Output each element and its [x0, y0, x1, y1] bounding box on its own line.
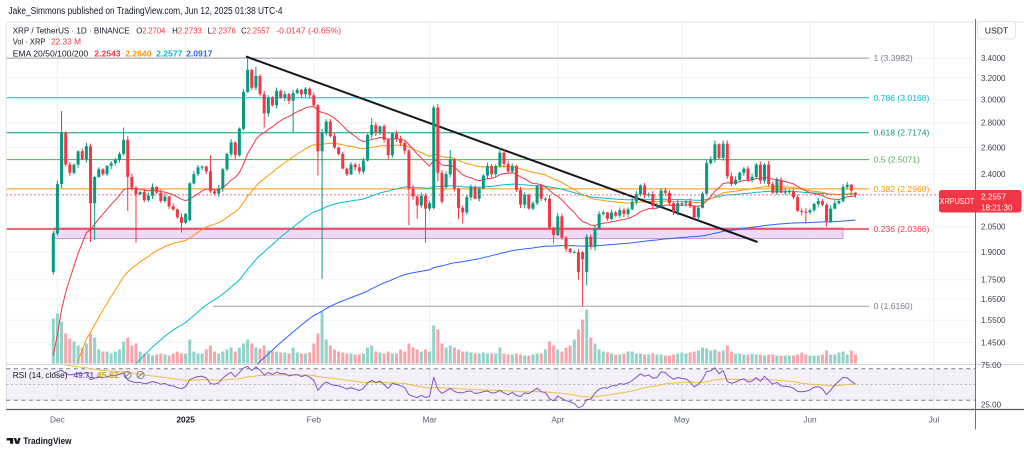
svg-text:XRP / TetherUS · 1D · BINANCE: XRP / TetherUS · 1D · BINANCE: [13, 25, 130, 35]
svg-text:2.0917: 2.0917: [186, 49, 213, 59]
svg-text:45.62: 45.62: [97, 370, 120, 380]
svg-text:Mar: Mar: [422, 415, 437, 425]
svg-text:O2.2704: O2.2704: [136, 25, 165, 35]
svg-text:0.236 (2.0366): 0.236 (2.0366): [874, 224, 930, 234]
svg-text:May: May: [674, 415, 691, 425]
svg-text:RSI (14, close): RSI (14, close): [13, 370, 68, 380]
svg-text:1.7500: 1.7500: [981, 276, 1006, 285]
svg-text:3.0000: 3.0000: [981, 96, 1006, 105]
svg-text:3.2000: 3.2000: [981, 74, 1006, 83]
svg-text:2025: 2025: [176, 415, 195, 425]
svg-text:1.6500: 1.6500: [981, 295, 1006, 304]
svg-text:XRPUSDT: XRPUSDT: [940, 196, 975, 206]
svg-text:Jun: Jun: [803, 415, 817, 425]
svg-text:22.33 M: 22.33 M: [51, 37, 81, 47]
svg-text:1.9000: 1.9000: [981, 248, 1006, 257]
svg-text:2.2543: 2.2543: [94, 49, 121, 59]
svg-text:EMA 20/50/100/200: EMA 20/50/100/200: [13, 49, 89, 59]
svg-text:2.0500: 2.0500: [981, 223, 1006, 232]
svg-text:0.618 (2.7174): 0.618 (2.7174): [874, 128, 930, 138]
svg-text:H2.2733: H2.2733: [172, 25, 202, 35]
svg-text:Jake_Simmons published on Trad: Jake_Simmons published on TradingView.co…: [9, 6, 283, 17]
svg-text:75.00: 75.00: [981, 361, 1002, 370]
svg-text:Vol · XRP: Vol · XRP: [13, 37, 46, 47]
svg-text:1.4500: 1.4500: [981, 338, 1006, 347]
svg-text:2.2640: 2.2640: [125, 49, 152, 59]
svg-text:2.8000: 2.8000: [981, 119, 1006, 128]
svg-text:0.382 (2.2968): 0.382 (2.2968): [874, 184, 930, 194]
svg-text:2.4000: 2.4000: [981, 170, 1006, 179]
svg-text:Jul: Jul: [929, 415, 940, 425]
svg-text:USDT: USDT: [985, 25, 1009, 35]
svg-text:Dec: Dec: [50, 415, 65, 425]
svg-text:18:21:30: 18:21:30: [981, 202, 1013, 212]
svg-text:L2.2376: L2.2376: [208, 25, 236, 35]
svg-text:2.2557: 2.2557: [981, 192, 1006, 202]
svg-text:Apr: Apr: [551, 415, 564, 425]
svg-text:0.786 (3.0168): 0.786 (3.0168): [874, 93, 930, 103]
svg-text:2.6000: 2.6000: [981, 143, 1006, 152]
svg-text:2.2577: 2.2577: [156, 49, 183, 59]
svg-text:1.5500: 1.5500: [981, 316, 1006, 325]
svg-text:Feb: Feb: [307, 415, 322, 425]
svg-text:0 (1.6160): 0 (1.6160): [874, 301, 913, 311]
svg-text:0.5 (2.5071): 0.5 (2.5071): [874, 155, 920, 165]
svg-text:C2.2557: C2.2557: [241, 25, 270, 35]
svg-text:25.00: 25.00: [981, 400, 1002, 409]
svg-text:-0.0147 (-0.65%): -0.0147 (-0.65%): [276, 25, 341, 35]
svg-text:3.4000: 3.4000: [981, 54, 1006, 63]
svg-text:1 (3.3982): 1 (3.3982): [874, 53, 913, 63]
svg-text:TradingView: TradingView: [23, 436, 72, 446]
svg-text:49.71: 49.71: [74, 370, 95, 380]
